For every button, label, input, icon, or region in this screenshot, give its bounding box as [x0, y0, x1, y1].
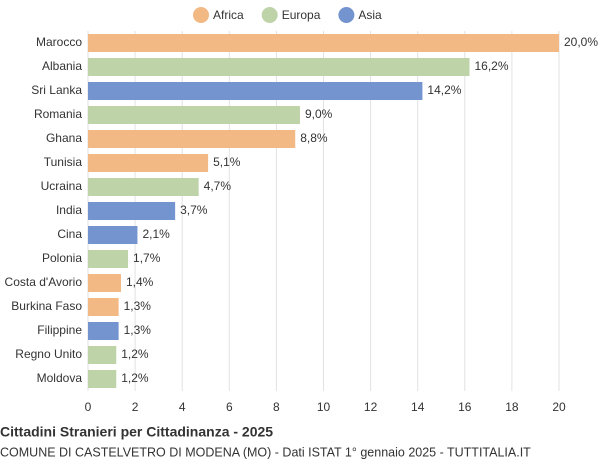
value-label: 5,1%	[213, 155, 241, 169]
bar	[88, 370, 117, 388]
bar	[88, 58, 470, 76]
x-tick-label: 16	[458, 400, 472, 414]
value-label: 4,7%	[204, 179, 232, 193]
y-tick-label: Costa d'Avorio	[5, 275, 83, 289]
y-tick-label: Sri Lanka	[31, 83, 82, 97]
bar	[88, 34, 559, 52]
legend-swatch	[193, 7, 209, 23]
y-tick-label: Ucraina	[41, 179, 83, 193]
x-tick-label: 6	[226, 400, 233, 414]
value-label: 1,2%	[121, 347, 149, 361]
legend-swatch	[261, 7, 278, 23]
legend-label: Africa	[213, 8, 244, 22]
y-tick-label: Tunisia	[44, 155, 83, 169]
y-tick-label: Regno Unito	[15, 347, 82, 361]
y-tick-label: India	[56, 203, 82, 217]
bar	[88, 250, 129, 268]
value-label: 14,2%	[427, 83, 461, 97]
bar	[88, 322, 119, 340]
bar	[88, 130, 296, 148]
x-tick-label: 10	[317, 400, 331, 414]
bar	[88, 106, 300, 124]
bar	[88, 346, 117, 364]
y-tick-label: Ghana	[46, 131, 82, 145]
value-label: 16,2%	[475, 59, 509, 73]
x-tick-label: 4	[179, 400, 186, 414]
legend-swatch	[338, 7, 355, 23]
y-tick-label: Albania	[42, 59, 82, 73]
bar	[88, 226, 138, 244]
legend-label: Asia	[358, 8, 382, 22]
value-label: 20,0%	[564, 35, 598, 49]
value-label: 1,7%	[133, 251, 161, 265]
y-tick-label: Cina	[57, 227, 82, 241]
y-tick-label: Romania	[34, 107, 82, 121]
x-tick-label: 18	[505, 400, 519, 414]
value-label: 1,3%	[124, 299, 152, 313]
y-tick-label: Moldova	[37, 371, 83, 385]
value-label: 1,4%	[126, 275, 154, 289]
bar	[88, 202, 176, 220]
x-tick-label: 0	[85, 400, 92, 414]
value-label: 1,2%	[121, 371, 149, 385]
bar	[88, 298, 119, 316]
bar	[88, 154, 209, 172]
chart-subtitle: COMUNE DI CASTELVETRO DI MODENA (MO) - D…	[0, 445, 531, 459]
y-tick-label: Burkina Faso	[11, 299, 82, 313]
bar	[88, 274, 121, 292]
x-tick-label: 2	[132, 400, 139, 414]
value-label: 2,1%	[142, 227, 170, 241]
value-label: 1,3%	[124, 323, 152, 337]
value-label: 8,8%	[300, 131, 328, 145]
x-tick-label: 20	[552, 400, 566, 414]
x-tick-label: 12	[364, 400, 378, 414]
y-tick-label: Marocco	[36, 35, 82, 49]
value-label: 3,7%	[180, 203, 208, 217]
chart-title: Cittadini Stranieri per Cittadinanza - 2…	[0, 424, 273, 440]
bar	[88, 178, 199, 196]
y-tick-label: Filippine	[37, 323, 82, 337]
x-tick-label: 14	[411, 400, 425, 414]
bar	[88, 82, 423, 100]
x-tick-label: 8	[273, 400, 280, 414]
y-tick-label: Polonia	[42, 251, 82, 265]
value-label: 9,0%	[305, 107, 333, 121]
legend-label: Europa	[282, 8, 321, 22]
